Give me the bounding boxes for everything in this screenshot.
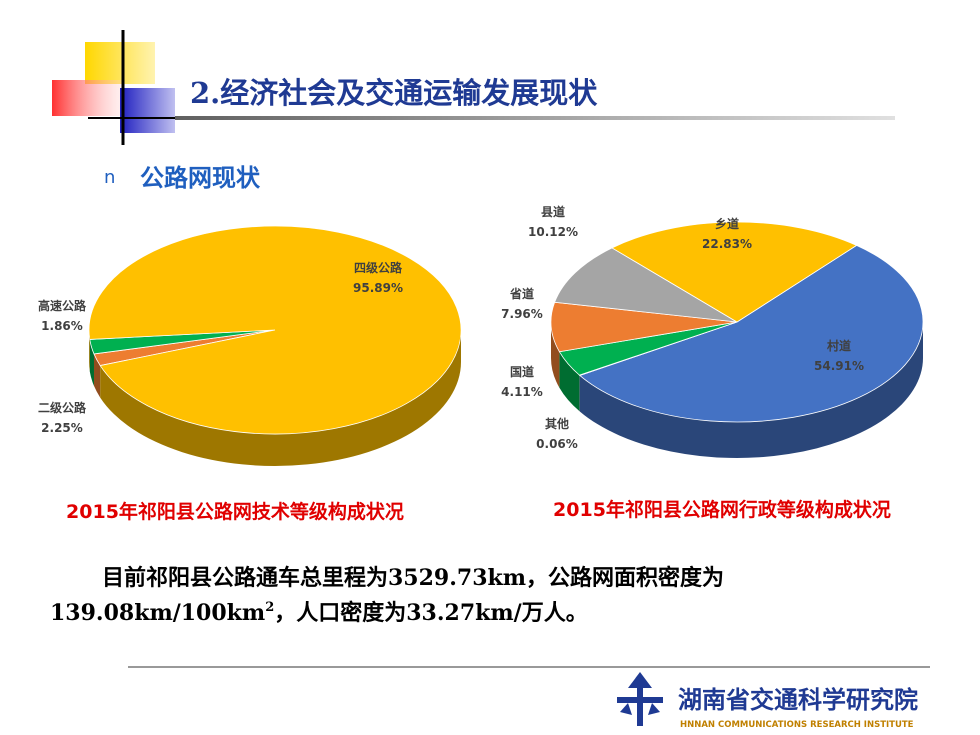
slice-value-label: 95.89% xyxy=(353,281,403,295)
slice-value-label: 2.25% xyxy=(41,421,83,435)
slice-side xyxy=(93,353,101,398)
bullet: n xyxy=(104,167,115,188)
slide-title: 2.经济社会及交通运输发展现状 xyxy=(190,76,598,110)
paragraph-line: 目前祁阳县公路通车总里程为3529.73km，公路网面积密度为 xyxy=(102,565,724,591)
slice-value-label: 4.11% xyxy=(501,385,543,399)
paragraph-line: 139.08km/100km2，人口密度为33.27km/万人。 xyxy=(50,600,588,626)
chart-title: 2015年祁阳县公路网行政等级构成状况 xyxy=(553,498,891,521)
slice-category: 县道 xyxy=(541,204,565,219)
charts: 高速公路 1.86% 二级公路 2.25% 四级公路 95.89% 2015年祁阳县公路网技… xyxy=(38,204,924,523)
logo-icon xyxy=(617,672,663,726)
superscript: 2 xyxy=(265,600,274,615)
slice xyxy=(550,301,738,353)
slice-category: 四级公路 xyxy=(354,260,403,275)
slice-side xyxy=(89,339,94,386)
slice xyxy=(88,225,462,435)
text-run: ，人口密度为33.27km/万人。 xyxy=(274,600,587,626)
slice xyxy=(554,247,738,323)
subtitle: 公路网现状 xyxy=(140,164,261,192)
slice-value-label: 10.12% xyxy=(528,225,578,239)
slice xyxy=(578,244,924,423)
institute-english: HNNAN COMMUNICATIONS RESEARCH INSTITUTE xyxy=(680,720,914,730)
text-run: 目前祁阳县公路通车总里程为3529.73km，公路网面积密度为 xyxy=(102,565,724,591)
slice xyxy=(611,221,858,323)
slice-value-label: 22.83% xyxy=(702,237,752,251)
institute-name: 湖南省交通科学研究院 xyxy=(678,686,918,714)
slice-category: 其他 xyxy=(545,416,569,431)
slice-category: 高速公路 xyxy=(38,298,87,313)
slice-category: 省道 xyxy=(509,286,534,301)
text-run: 139.08km/100km xyxy=(50,600,265,626)
slice-category: 国道 xyxy=(510,364,534,379)
slice-value-label: 1.86% xyxy=(41,319,83,333)
slice-category: 二级公路 xyxy=(38,400,87,415)
slice-side xyxy=(100,330,462,467)
slice-side xyxy=(559,351,580,412)
slice-value-label: 7.96% xyxy=(501,307,543,321)
chart-title: 2015年祁阳县公路网技术等级构成状况 xyxy=(66,500,404,523)
slice-category: 乡道 xyxy=(715,216,739,231)
slice-category: 村道 xyxy=(827,338,851,353)
slice-value-label: 0.06% xyxy=(536,437,578,451)
slice-side xyxy=(579,322,923,459)
slice-value-label: 54.91% xyxy=(814,359,864,373)
header-decoration xyxy=(52,30,895,145)
